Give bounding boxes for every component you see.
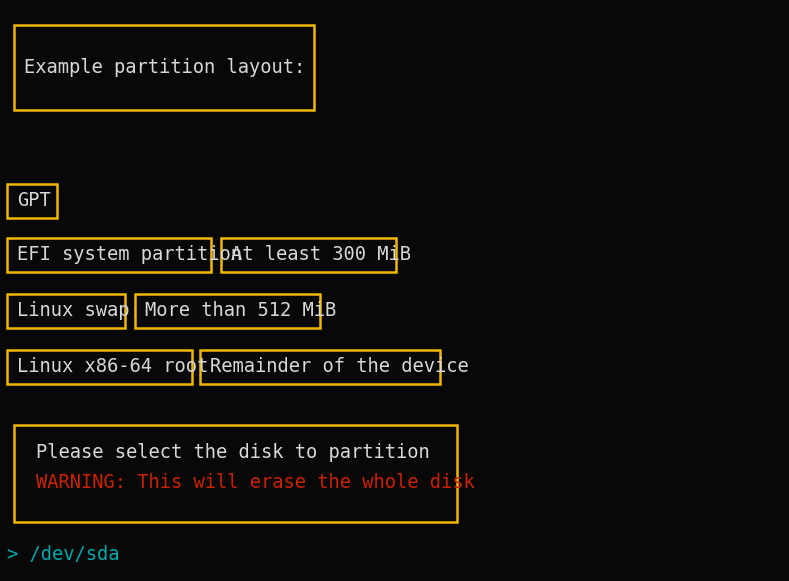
Bar — [135, 294, 320, 328]
Bar — [7, 238, 211, 272]
Bar — [7, 294, 125, 328]
Bar — [7, 184, 57, 218]
Text: Example partition layout:: Example partition layout: — [24, 58, 305, 77]
Text: > /dev/sda: > /dev/sda — [7, 546, 119, 565]
Bar — [221, 238, 396, 272]
Text: Remainder of the device: Remainder of the device — [210, 357, 469, 376]
Bar — [200, 350, 440, 384]
Text: At least 300 MiB: At least 300 MiB — [231, 246, 411, 264]
Bar — [14, 425, 457, 522]
Text: Please select the disk to partition: Please select the disk to partition — [36, 443, 430, 462]
Bar — [14, 25, 314, 110]
Text: More than 512 MiB: More than 512 MiB — [145, 302, 336, 321]
Text: Linux x86-64 root: Linux x86-64 root — [17, 357, 208, 376]
Text: WARNING: This will erase the whole disk: WARNING: This will erase the whole disk — [36, 474, 475, 493]
Text: Linux swap: Linux swap — [17, 302, 129, 321]
Text: GPT: GPT — [17, 192, 50, 210]
Bar — [7, 350, 192, 384]
Text: EFI system partition: EFI system partition — [17, 246, 242, 264]
